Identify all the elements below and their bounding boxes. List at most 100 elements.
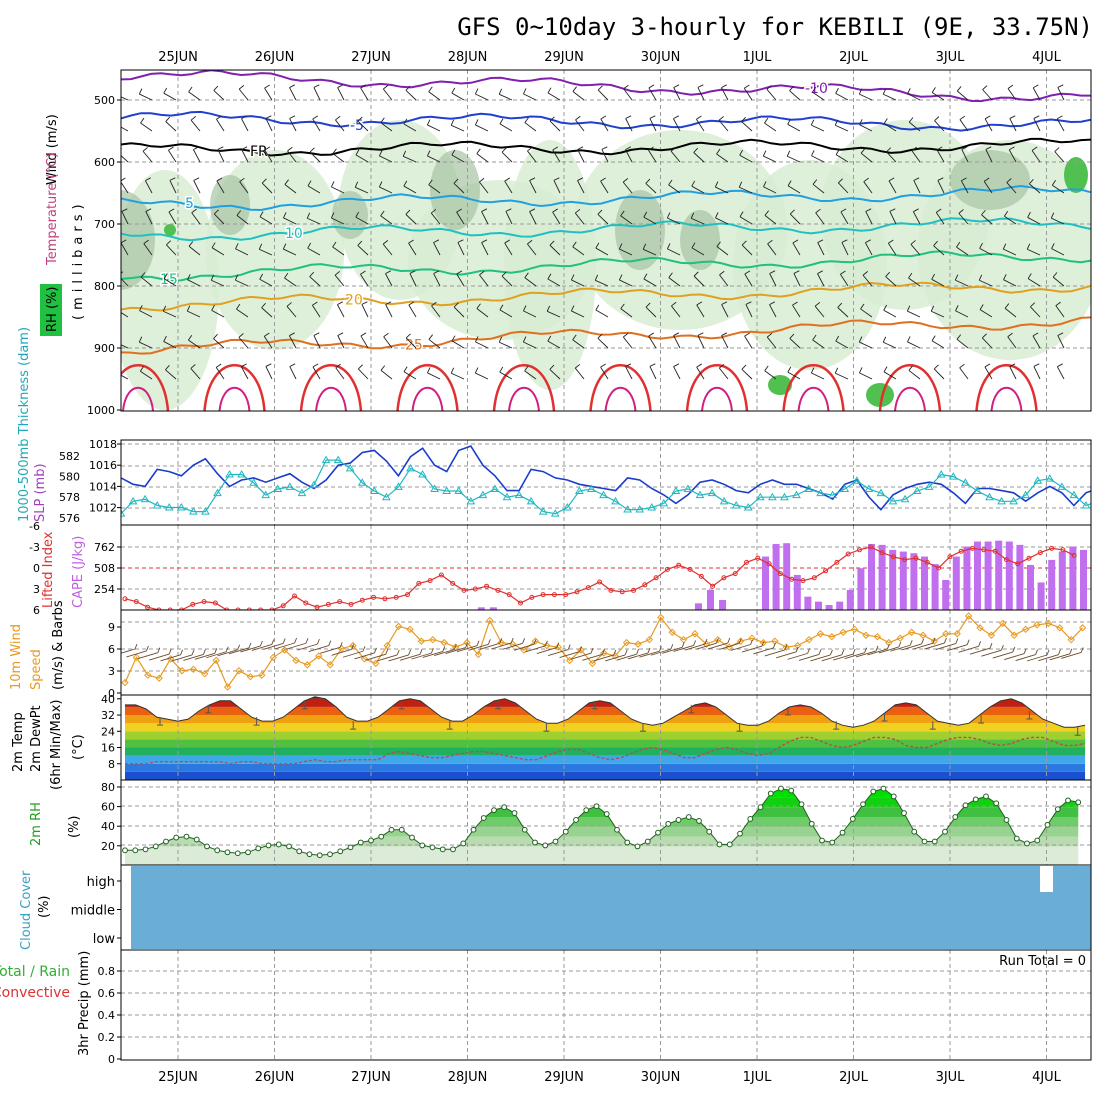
li-point <box>857 547 862 553</box>
temp2m-tick-label: 32 <box>101 709 115 722</box>
wind-barb <box>936 149 945 163</box>
li-point <box>619 589 625 595</box>
wind-barb-flag <box>115 89 117 94</box>
wind-barb <box>888 180 897 194</box>
temp-contour <box>121 281 1091 312</box>
wind-barb <box>235 279 249 287</box>
rh2m-line <box>125 788 1079 856</box>
rh2m-point <box>183 833 190 840</box>
li-point <box>235 607 241 610</box>
wind-barb-flag <box>959 115 966 120</box>
rh2m-point <box>1003 817 1010 823</box>
contour-label: 10 <box>285 226 303 242</box>
wind10-barb <box>434 649 455 656</box>
wind-barb <box>261 182 273 194</box>
date-label-bottom: 4JUL <box>1032 1070 1062 1085</box>
thickness-point <box>121 509 126 517</box>
thickness-point <box>623 505 632 513</box>
cape-bar <box>825 604 833 610</box>
wind-barb-flag <box>383 84 389 90</box>
li-point <box>710 583 716 589</box>
wind10-barb <box>1026 654 1048 662</box>
thickness-point <box>550 509 560 517</box>
wind10-barb-flag <box>1080 647 1084 653</box>
thickness-point <box>128 496 138 505</box>
wind-barb-flag <box>787 180 792 186</box>
wind10-barb <box>1049 653 1070 661</box>
wind-barb-flag <box>572 86 577 92</box>
wind-barb <box>649 118 657 132</box>
thickness-point <box>369 486 379 495</box>
wind-barb-flag <box>696 363 702 368</box>
wind-barb <box>572 339 585 349</box>
date-label-bottom: 28JUN <box>448 1070 488 1085</box>
wind-barb-flag <box>529 177 536 181</box>
temp-contour <box>121 110 1091 132</box>
temp2m-label-1: 2m Temp <box>11 712 26 772</box>
wind10-point <box>383 641 391 650</box>
temp2m-band <box>125 739 1086 748</box>
date-label-top: 30JUN <box>641 50 681 65</box>
li-point <box>1049 545 1055 551</box>
thickness-point <box>575 486 584 495</box>
lifted-index-label: Lifted Index <box>41 531 56 608</box>
wind10-barb-flag <box>841 649 845 655</box>
rh2m-point <box>204 843 210 850</box>
wind-barb-flag <box>524 272 529 278</box>
wind10-point <box>976 624 984 632</box>
wind-barb-flag <box>217 146 224 150</box>
wind-barb-flag <box>479 177 485 183</box>
wind-barb-flag <box>1033 363 1040 367</box>
wind-barb-flag <box>188 86 193 93</box>
wind-barb-flag <box>286 302 292 307</box>
wind-barb-flag <box>834 367 839 374</box>
wind-barb <box>263 336 273 349</box>
wind-barb-flag <box>835 335 840 342</box>
rh2m-point <box>972 796 979 803</box>
wind-barb-flag <box>931 87 936 93</box>
wind-barb-flag <box>335 115 341 121</box>
wind-barb-flag <box>766 85 772 90</box>
wind10-barb-flag <box>544 640 548 646</box>
wind-barb <box>789 213 801 225</box>
wind-barb <box>451 92 465 101</box>
li-point <box>382 596 388 602</box>
wind-barb <box>649 366 657 380</box>
wind-barb <box>286 305 297 318</box>
wind10-point <box>828 633 836 641</box>
wind-barb-flag <box>504 239 511 244</box>
rh2m-point <box>450 846 456 853</box>
wind-barb <box>817 273 825 287</box>
rh2m-point <box>255 845 262 852</box>
wind10-barb <box>285 642 307 650</box>
wind-barb-flag <box>789 333 795 339</box>
wind-barb <box>504 242 513 256</box>
wind10-point <box>201 670 209 678</box>
wind-barb-flag <box>979 242 983 249</box>
wind-barb <box>572 246 585 256</box>
cape-label: CAPE (J/kg) <box>71 536 86 608</box>
wind10-barb <box>878 646 899 654</box>
wind10-barb <box>411 652 432 660</box>
wind-barb-flag <box>721 332 728 336</box>
wind-barb-flag <box>331 181 335 188</box>
wind-barb <box>121 126 129 132</box>
wind-barb-flag <box>600 177 606 182</box>
wind10-barb-flag <box>487 639 491 645</box>
wind10-barb-flag <box>408 649 412 656</box>
wind-barb-flag <box>834 119 839 126</box>
wind-barb-flag <box>549 364 555 370</box>
wind-barb-flag <box>572 241 577 247</box>
wind-barb-flag <box>163 335 167 342</box>
rh2m-point <box>696 818 702 824</box>
wind-barb <box>696 119 705 132</box>
wind-barb-flag <box>810 119 815 126</box>
rh2m-point <box>870 788 877 795</box>
wind10-point <box>942 630 950 638</box>
wind-barb-flag <box>287 146 293 152</box>
wind-barb <box>549 120 561 132</box>
rh2m-point <box>511 810 518 816</box>
wind-barb-flag <box>835 149 840 155</box>
